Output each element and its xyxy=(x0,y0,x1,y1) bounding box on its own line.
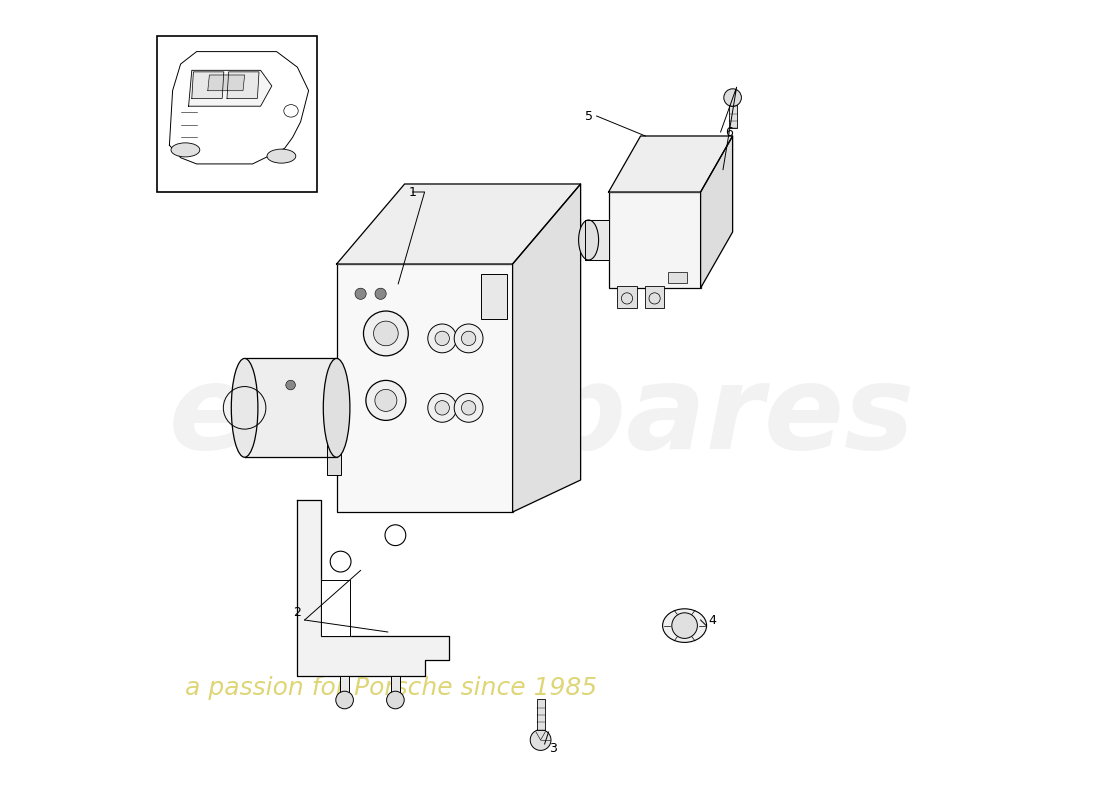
Circle shape xyxy=(286,380,296,390)
Bar xyxy=(669,272,686,283)
Circle shape xyxy=(434,331,450,346)
Circle shape xyxy=(363,311,408,356)
Bar xyxy=(645,286,664,308)
Polygon shape xyxy=(169,51,309,164)
Text: 5: 5 xyxy=(584,110,593,122)
Ellipse shape xyxy=(231,358,257,458)
Ellipse shape xyxy=(323,358,350,458)
Polygon shape xyxy=(701,136,733,288)
Circle shape xyxy=(428,324,456,353)
Bar xyxy=(728,98,737,128)
Text: 4: 4 xyxy=(708,614,716,626)
Bar xyxy=(340,676,350,700)
Circle shape xyxy=(434,401,450,415)
Ellipse shape xyxy=(267,149,296,163)
Bar xyxy=(617,286,637,308)
Bar xyxy=(390,676,400,700)
Circle shape xyxy=(385,525,406,546)
Circle shape xyxy=(375,390,397,411)
Polygon shape xyxy=(608,136,733,192)
Ellipse shape xyxy=(284,105,298,117)
Ellipse shape xyxy=(579,220,598,260)
Polygon shape xyxy=(297,500,449,676)
Ellipse shape xyxy=(662,609,706,642)
Circle shape xyxy=(530,730,551,750)
Circle shape xyxy=(366,380,406,421)
Circle shape xyxy=(374,321,398,346)
Circle shape xyxy=(386,691,404,709)
Circle shape xyxy=(672,613,697,638)
Text: a passion for Porsche since 1985: a passion for Porsche since 1985 xyxy=(185,676,596,700)
Bar xyxy=(537,699,544,730)
Polygon shape xyxy=(244,358,337,458)
Bar xyxy=(327,413,341,475)
Circle shape xyxy=(724,89,741,106)
Circle shape xyxy=(375,288,386,299)
Polygon shape xyxy=(188,70,272,106)
Circle shape xyxy=(336,691,353,709)
Polygon shape xyxy=(337,184,581,264)
Ellipse shape xyxy=(170,143,200,157)
Polygon shape xyxy=(227,72,258,98)
Circle shape xyxy=(461,331,476,346)
Circle shape xyxy=(461,401,476,415)
Text: 1: 1 xyxy=(409,186,417,198)
Polygon shape xyxy=(191,72,223,98)
Polygon shape xyxy=(320,580,350,636)
Circle shape xyxy=(428,394,456,422)
Polygon shape xyxy=(208,75,244,90)
Text: 6: 6 xyxy=(725,126,733,138)
Circle shape xyxy=(355,288,366,299)
Text: eurospares: eurospares xyxy=(168,358,915,474)
Bar xyxy=(156,36,317,192)
Bar xyxy=(608,192,701,288)
Circle shape xyxy=(454,324,483,353)
Text: 3: 3 xyxy=(549,742,557,754)
Text: 2: 2 xyxy=(293,606,300,618)
Bar xyxy=(481,274,507,318)
Circle shape xyxy=(454,394,483,422)
Polygon shape xyxy=(584,220,608,260)
Polygon shape xyxy=(513,184,581,512)
Bar xyxy=(337,264,513,512)
Circle shape xyxy=(330,551,351,572)
